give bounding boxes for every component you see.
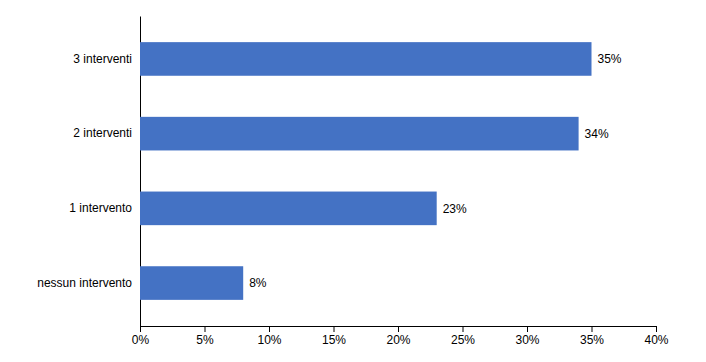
y-tick-label: 3 interventi: [73, 52, 132, 66]
x-tick: 25%: [451, 326, 475, 347]
x-tick: 40%: [644, 326, 668, 347]
data-label: 35%: [598, 52, 622, 66]
x-axis: 0% 5% 10% 15% 20% 25% 30% 35% 40%: [132, 326, 669, 347]
y-tick-label: nessun intervento: [37, 276, 132, 290]
y-tick: 3 interventi: [73, 52, 132, 66]
data-label: 23%: [443, 202, 467, 216]
y-tick-label: 1 intervento: [69, 201, 132, 215]
x-tick: 30%: [515, 326, 539, 347]
x-tick-label: 30%: [515, 333, 539, 347]
x-tick: 10%: [257, 326, 281, 347]
x-tick: 15%: [322, 326, 346, 347]
x-axis-line: [141, 327, 657, 333]
x-tick-label: 15%: [322, 333, 346, 347]
x-tick-label: 25%: [451, 333, 475, 347]
x-tick: 20%: [386, 326, 410, 347]
y-axis: nessun intervento 1 intervento 2 intervent…: [37, 17, 140, 327]
data-label: 8%: [249, 276, 267, 290]
x-tick-mark: [656, 326, 657, 332]
x-tick: 35%: [580, 326, 604, 347]
data-label: 34%: [585, 127, 609, 141]
x-tick-mark: [205, 326, 206, 332]
bar: [140, 192, 437, 226]
chart: 0% 5% 10% 15% 20% 25% 30% 35% 40% nessun interven…: [0, 0, 706, 362]
x-tick-label: 20%: [386, 333, 410, 347]
x-tick-mark: [463, 326, 464, 332]
x-tick-label: 35%: [580, 333, 604, 347]
x-tick-mark: [140, 326, 141, 332]
x-tick-mark: [398, 326, 399, 332]
plot: 0% 5% 10% 15% 20% 25% 30% 35% 40% nessun interven…: [37, 17, 669, 347]
x-tick-mark: [592, 326, 593, 332]
x-tick-label: 10%: [257, 333, 281, 347]
x-tick: 0%: [132, 326, 150, 347]
y-tick-label: 2 interventi: [73, 126, 132, 140]
bar: [140, 266, 243, 300]
x-tick-mark: [334, 326, 335, 332]
x-tick-label: 40%: [644, 333, 668, 347]
bar: [140, 117, 579, 151]
bars: [140, 42, 592, 300]
x-tick: 5%: [196, 326, 214, 347]
x-tick-label: 0%: [132, 333, 150, 347]
y-tick: nessun intervento: [37, 276, 132, 290]
x-tick-mark: [527, 326, 528, 332]
y-tick: 1 intervento: [69, 201, 132, 215]
bar: [140, 42, 592, 76]
y-tick: 2 interventi: [73, 126, 132, 140]
x-tick-label: 5%: [196, 333, 214, 347]
data-labels: 8% 23% 34% 35%: [249, 52, 622, 290]
x-tick-mark: [269, 326, 270, 332]
